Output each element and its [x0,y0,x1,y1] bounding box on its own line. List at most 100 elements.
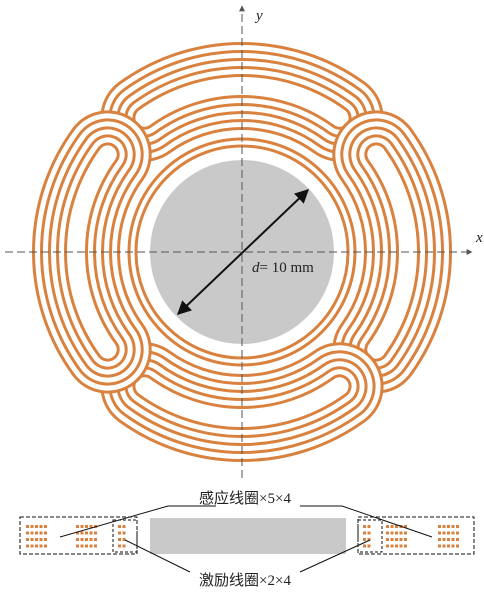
coil-dot [39,525,43,528]
right-inner-box [357,519,383,553]
coil-dot [26,538,29,541]
coil-dot [94,544,97,548]
coil-dot [404,531,407,535]
coil-dot [395,525,398,528]
coil-dot [438,531,441,535]
diameter-label: d= 10 mm [252,260,314,276]
coil-dot [390,525,394,528]
coil-dot [399,531,403,535]
coil-dot [44,538,47,541]
coil-dot [35,538,38,541]
coil-dot [122,538,126,541]
coil-dot [122,525,126,528]
coil-dot [442,544,446,548]
leader-line [59,505,216,538]
coil-dot [399,544,403,548]
coil-dot [76,525,79,528]
coil-dot [386,531,389,535]
diameter-variable: d [252,260,260,276]
coil-dot [118,525,121,528]
coil-dot [399,538,403,541]
coil-dot [35,544,38,548]
coil-dot [456,544,459,548]
left-box [19,516,138,555]
coil-dot [451,538,455,541]
diameter-arrow [176,189,310,315]
coil-dot [30,525,34,528]
coil-dot [44,544,47,548]
coil-dot [85,531,88,535]
coil-dot [395,544,398,548]
coil-dot [76,544,79,548]
coil-dot [367,544,371,548]
coil-dot [76,531,79,535]
coil-dot [363,525,366,528]
coil-dot [404,538,407,541]
coil-dot [26,525,29,528]
sensing-coil-label: 感应线圈×5×4 [199,489,291,507]
excitation-coil-label: 激励线圈×2×4 [199,572,291,589]
coil-dot [39,538,43,541]
coil-dot [122,531,126,535]
coil-dot [85,525,88,528]
coil-dot [442,538,446,541]
specimen-section [150,518,346,554]
coil-dot [30,544,34,548]
coil-dot [386,544,389,548]
coil-dot [39,531,43,535]
coil-dot [35,531,38,535]
coil-dot [26,531,29,535]
leader-line [300,505,433,538]
coil-dot [442,525,446,528]
coil-dot [89,525,93,528]
coil-dot [89,538,93,541]
coil-dot [30,531,34,535]
coil-dot [447,525,450,528]
coil-dot [451,544,455,548]
coil-dot [80,538,84,541]
coil-dot [404,544,407,548]
coil-dot [85,544,88,548]
left-inner-box [112,519,138,553]
coil-dot [451,525,455,528]
leader-line [299,539,371,573]
coil-dot [85,538,88,541]
right-box [357,516,475,555]
coil-dot [456,525,459,528]
coil-dot [442,531,446,535]
coil-dot [80,531,84,535]
coil-dot [363,544,366,548]
coil-dot [80,544,84,548]
coil-dot [447,544,450,548]
coil-turn [67,145,117,359]
coil-dot [26,544,29,548]
coil-dots [26,525,459,548]
coil-dot [94,538,97,541]
coil-dot [447,531,450,535]
coil-dot [367,538,371,541]
coil-dot [367,531,371,535]
coil-dot [44,531,47,535]
coil-dot [367,525,371,528]
coil-dot [438,538,441,541]
coil-dot [80,525,84,528]
coil-dot [363,531,366,535]
coil-dot [118,538,121,541]
y-axis-label: y [254,8,263,24]
coil-dot [456,538,459,541]
coil-dot [39,544,43,548]
coil-dot [35,525,38,528]
coil-dot [76,538,79,541]
coil-dot [395,531,398,535]
coil-dot [395,538,398,541]
coil-dot [456,531,459,535]
coil-dot [363,538,366,541]
coil-dot [122,544,126,548]
coil-dot [438,525,441,528]
coil-dot [94,531,97,535]
coil-dot [390,538,394,541]
coil-dot [404,525,407,528]
coil-dot [447,538,450,541]
coil-dot [386,525,389,528]
